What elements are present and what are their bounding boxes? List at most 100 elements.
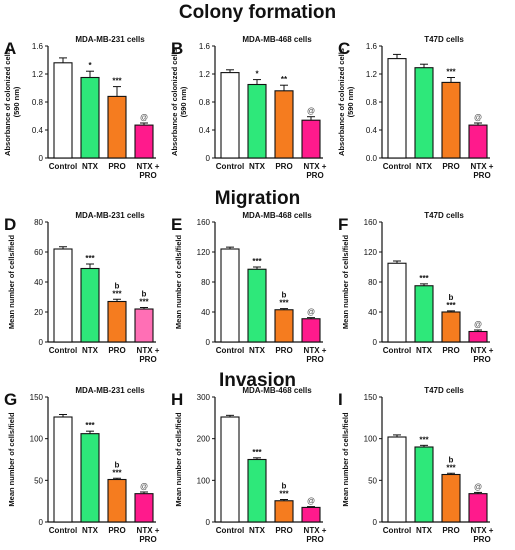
panel-letter: H xyxy=(171,390,183,409)
bar-pro xyxy=(441,473,461,523)
y-tick-label: 1.2 xyxy=(366,70,378,79)
x-tick-label: Control xyxy=(49,526,77,535)
panel-letter: I xyxy=(338,390,343,409)
bar-ntx-pro xyxy=(134,124,154,159)
y-tick-label: 1.6 xyxy=(366,42,378,51)
bar-ntx xyxy=(247,268,267,343)
y-tick-label: 150 xyxy=(364,393,378,402)
y-tick-label: 1.6 xyxy=(32,42,44,51)
y-tick-label: 0 xyxy=(206,518,211,527)
bar-control xyxy=(53,248,73,343)
panel-title: T47D cells xyxy=(424,35,464,44)
y-tick-label: 1.6 xyxy=(199,42,211,51)
panel-b: B MDA-MB-468 cells 0 0.4 0.8 1.2 1.6 Absorbance… xyxy=(170,35,327,180)
bar-ntx xyxy=(414,67,434,159)
section-title-migration: Migration xyxy=(214,188,301,209)
bar-ntx-pro xyxy=(468,493,488,523)
bar-control xyxy=(220,416,240,523)
significance-label: @ xyxy=(307,107,315,116)
y-tick-label: 120 xyxy=(197,248,211,257)
x-tick-label: PRO xyxy=(275,162,292,171)
y-tick-label: 60 xyxy=(34,248,43,257)
bar-ntx xyxy=(414,446,434,523)
bar-control xyxy=(53,416,73,523)
bar-pro xyxy=(274,90,294,159)
significance-label: b xyxy=(449,455,454,464)
panel-i: I T47D cells 0 50 100 150 Mean number of cells… xyxy=(338,386,494,544)
y-tick-label: 100 xyxy=(30,435,44,444)
bar-pro xyxy=(274,309,294,343)
bar-pro xyxy=(274,500,294,523)
panel-title: MDA-MB-231 cells xyxy=(75,35,145,44)
y-tick-label: 0.4 xyxy=(32,126,44,135)
x-tick-label: Control xyxy=(49,346,77,355)
panel-c: C T47D cells 0.0 0.4 0.8 1.2 1.6 Absorbance of … xyxy=(337,35,494,180)
significance-label: @ xyxy=(474,113,482,122)
panel-title: MDA-MB-231 cells xyxy=(75,211,145,220)
section-title-colony: Colony formation xyxy=(178,2,337,23)
x-tick-label: PRO xyxy=(473,535,490,544)
bar-ntx-pro xyxy=(134,493,154,523)
significance-label: b xyxy=(449,293,454,302)
x-tick-label: PRO xyxy=(139,355,156,364)
bar-ntx-pro xyxy=(468,124,488,159)
significance-label: *** xyxy=(112,77,122,86)
x-tick-label: PRO xyxy=(275,346,292,355)
y-tick-label: 1.2 xyxy=(32,70,44,79)
x-tick-label: Control xyxy=(216,346,244,355)
panel-letter: C xyxy=(338,39,350,58)
y-tick-label: 160 xyxy=(197,218,211,227)
y-tick-label: 40 xyxy=(34,278,43,287)
significance-label: *** xyxy=(139,298,149,307)
x-tick-label: PRO xyxy=(442,346,459,355)
significance-label: *** xyxy=(419,274,429,283)
x-tick-label: Control xyxy=(383,162,411,171)
y-tick-label: 0.8 xyxy=(199,98,211,107)
significance-label: *** xyxy=(446,68,456,77)
significance-label: @ xyxy=(307,308,315,317)
significance-label: @ xyxy=(307,497,315,506)
y-tick-label: 200 xyxy=(197,435,211,444)
panel-d: D MDA-MB-231 cells 0 20 40 60 80 Mean number of… xyxy=(4,211,160,364)
y-tick-label: 0 xyxy=(39,338,44,347)
x-tick-label: NTX + xyxy=(304,162,327,171)
bar-control xyxy=(387,262,407,343)
panel-title: T47D cells xyxy=(424,386,464,395)
significance-label: b xyxy=(115,460,120,469)
significance-label: *** xyxy=(446,463,456,472)
significance-label: *** xyxy=(112,468,122,477)
y-tick-label: 100 xyxy=(364,435,378,444)
panel-letter: D xyxy=(4,215,16,234)
bar-pro xyxy=(107,478,127,523)
x-tick-label: PRO xyxy=(473,171,490,180)
significance-label: @ xyxy=(140,482,148,491)
x-tick-label: NTX + xyxy=(137,526,160,535)
y-tick-label: 80 xyxy=(34,218,43,227)
significance-label: *** xyxy=(252,448,262,457)
x-tick-label: PRO xyxy=(306,171,323,180)
bar-control xyxy=(387,58,407,159)
panel-letter: B xyxy=(171,39,183,58)
panel-letter: F xyxy=(338,215,348,234)
bar-ntx-pro xyxy=(301,119,321,159)
significance-label: *** xyxy=(112,289,122,298)
panel-a: A MDA-MB-231 cells 0 0.4 0.8 1.2 1.6 Absorbance… xyxy=(3,35,160,180)
significance-label: *** xyxy=(419,435,429,444)
y-tick-label: 0.4 xyxy=(366,126,378,135)
significance-label: *** xyxy=(85,254,95,263)
x-tick-label: NTX + xyxy=(137,162,160,171)
x-tick-label: NTX + xyxy=(304,526,327,535)
y-tick-label: 80 xyxy=(368,278,377,287)
bar-ntx xyxy=(247,83,267,159)
y-tick-label: 160 xyxy=(364,218,378,227)
x-tick-label: PRO xyxy=(306,355,323,364)
x-tick-label: PRO xyxy=(139,535,156,544)
y-tick-label: 0.8 xyxy=(366,98,378,107)
x-tick-label: Control xyxy=(383,526,411,535)
significance-label: *** xyxy=(446,301,456,310)
y-tick-label: 0 xyxy=(39,518,44,527)
x-tick-label: PRO xyxy=(108,162,125,171)
panel-g: G MDA-MB-231 cells 0 50 100 150 Mean number of… xyxy=(4,386,160,544)
y-tick-label: 40 xyxy=(368,308,377,317)
y-tick-label: 0.4 xyxy=(199,126,211,135)
